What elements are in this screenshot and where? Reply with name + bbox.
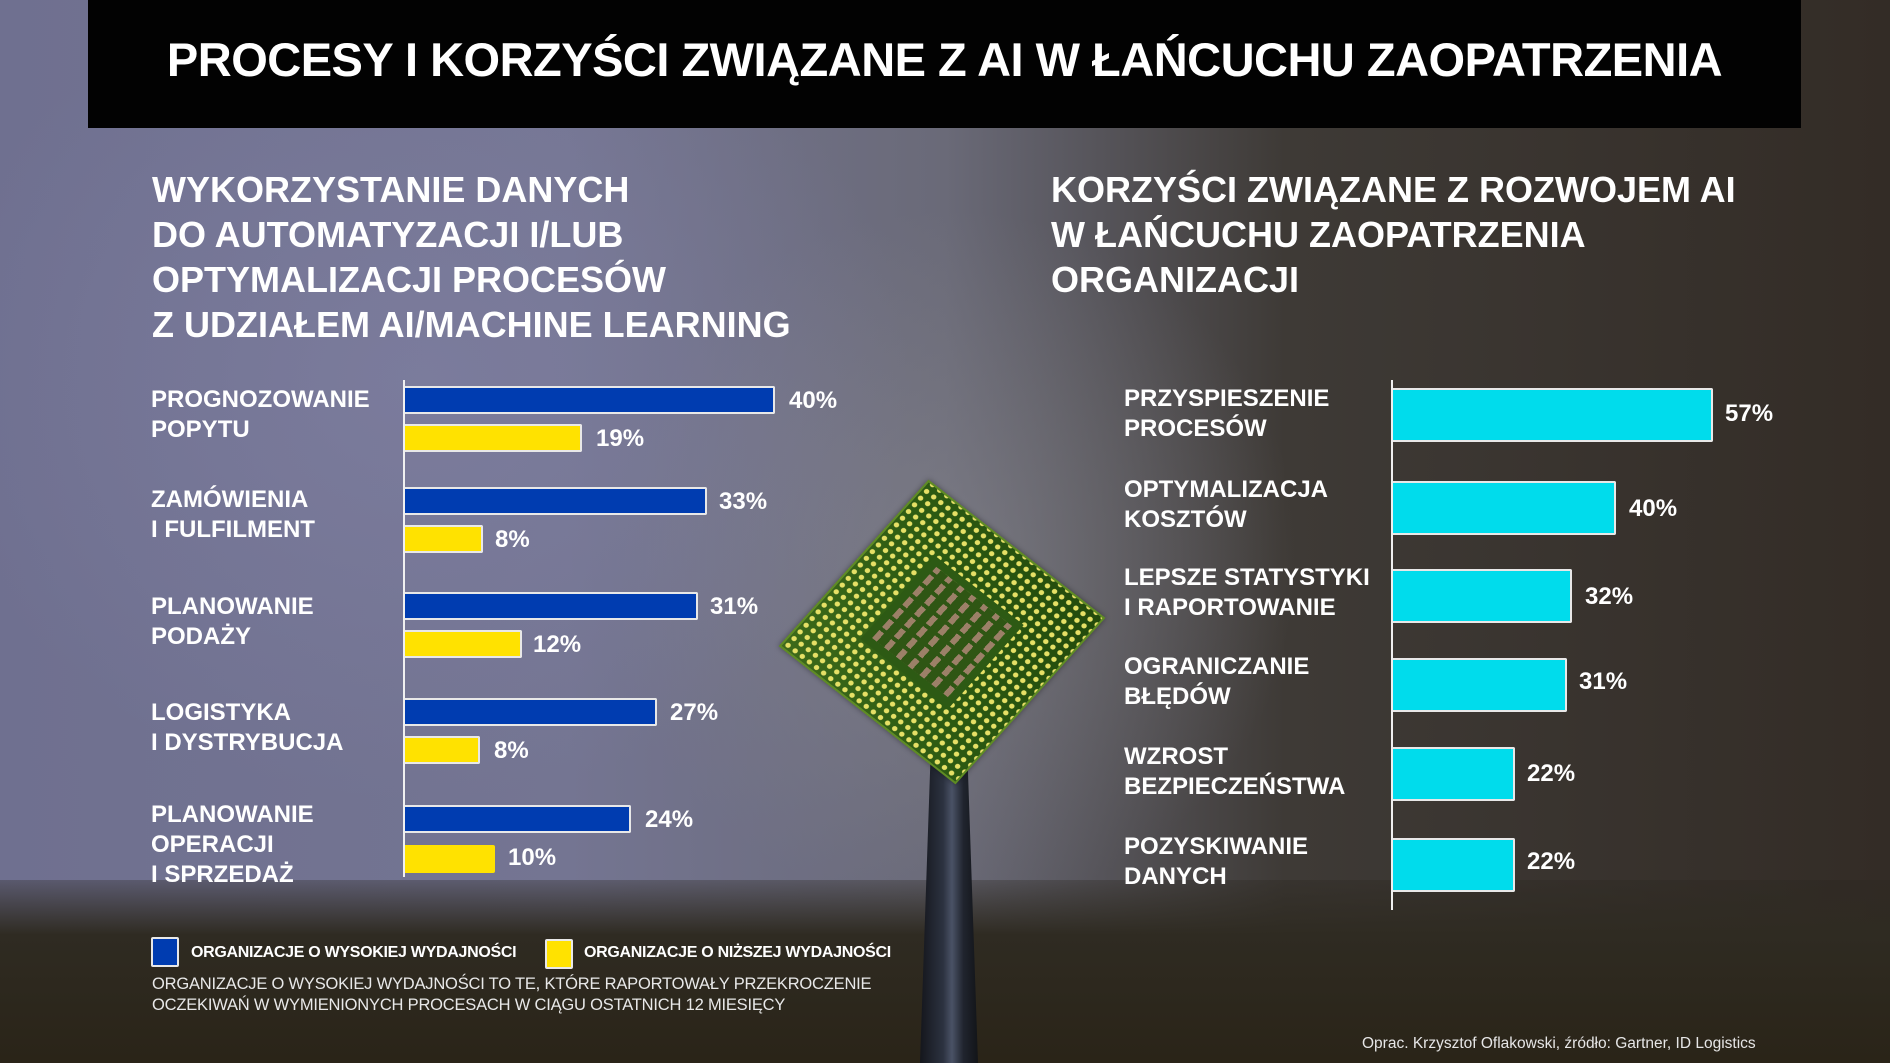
legend-swatch-low <box>545 939 573 969</box>
label-line: ZAMÓWIENIA <box>151 486 309 513</box>
value-label: 27% <box>670 699 719 726</box>
label-line: OPTYMALIZACJA <box>1124 476 1328 503</box>
right-category-label: WZROST BEZPIECZEŃSTWA <box>1124 742 1345 802</box>
header-banner: PROCESY I KORZYŚCI ZWIĄZANE Z AI W ŁAŃCU… <box>88 0 1801 128</box>
right-category-label: PRZYSPIESZENIE PROCESÓW <box>1124 384 1329 444</box>
label-line: PODAŻY <box>151 623 252 650</box>
footnote: ORGANIZACJE O WYSOKIEJ WYDAJNOŚCI TO TE,… <box>152 974 872 1016</box>
bar-low-prognozowanie <box>405 424 582 452</box>
value-label: 40% <box>789 387 838 414</box>
label-line: WZROST <box>1124 743 1228 770</box>
label-line: LOGISTYKA <box>151 699 292 726</box>
bar-low-planowanie-podazy <box>405 630 522 658</box>
label-line: PROCESÓW <box>1124 415 1267 442</box>
label-line: BEZPIECZEŃSTWA <box>1124 773 1346 800</box>
bar-high-zamowienia <box>405 487 707 515</box>
footnote-line: ORGANIZACJE O WYSOKIEJ WYDAJNOŚCI TO TE,… <box>152 975 872 993</box>
bar-pozyskiwanie <box>1393 838 1515 892</box>
value-label: 10% <box>508 844 557 871</box>
left-category-label: PROGNOZOWANIE POPYTU <box>151 385 370 445</box>
right-title-line: ORGANIZACJI <box>1051 259 1300 300</box>
label-line: PLANOWANIE <box>151 593 314 620</box>
label-line: I SPRZEDAŻ <box>151 861 294 888</box>
left-category-label: PLANOWANIE PODAŻY <box>151 592 314 652</box>
bar-bezpieczenstwo <box>1393 747 1515 801</box>
bar-bledy <box>1393 658 1567 712</box>
label-line: BŁĘDÓW <box>1124 683 1231 710</box>
left-title-line: OPTYMALIZACJI PROCESÓW <box>152 259 667 300</box>
label-line: I FULFILMENT <box>151 516 315 543</box>
footnote-line: OCZEKIWAŃ W WYMIENIONYCH PROCESACH W CIĄ… <box>152 996 786 1014</box>
right-chart-axis <box>1391 380 1393 910</box>
value-label: 8% <box>494 737 529 764</box>
right-category-label: POZYSKIWANIE DANYCH <box>1124 832 1308 892</box>
stick-illustration <box>920 760 978 1063</box>
value-label: 32% <box>1585 583 1634 610</box>
value-label: 8% <box>495 526 530 553</box>
value-label: 12% <box>533 631 582 658</box>
value-label: 33% <box>719 488 768 515</box>
label-line: KOSZTÓW <box>1124 506 1247 533</box>
value-label: 24% <box>645 806 694 833</box>
value-label: 57% <box>1725 400 1774 427</box>
left-title-line: WYKORZYSTANIE DANYCH <box>152 169 630 210</box>
bar-low-logistyka <box>405 736 480 764</box>
left-category-label: LOGISTYKA I DYSTRYBUCJA <box>151 698 343 758</box>
bar-high-planowanie-podazy <box>405 592 698 620</box>
label-line: PLANOWANIE <box>151 801 314 828</box>
label-line: PROGNOZOWANIE <box>151 386 370 413</box>
left-chart-title: WYKORZYSTANIE DANYCH DO AUTOMATYZACJI I/… <box>152 167 791 347</box>
label-line: DANYCH <box>1124 863 1227 890</box>
label-line: POZYSKIWANIE <box>1124 833 1309 860</box>
value-label: 22% <box>1527 760 1576 787</box>
legend-label-high: ORGANIZACJE O WYSOKIEJ WYDAJNOŚCI <box>191 944 517 961</box>
value-label: 19% <box>596 425 645 452</box>
source-credit: Oprac. Krzysztof Oflakowski, źródło: Gar… <box>1362 1035 1756 1052</box>
label-line: OGRANICZANIE <box>1124 653 1310 680</box>
left-category-label: ZAMÓWIENIA I FULFILMENT <box>151 485 315 545</box>
label-line: LEPSZE STATYSTYKI <box>1124 564 1370 591</box>
left-title-line: DO AUTOMATYZACJI I/LUB <box>152 214 624 255</box>
page-title: PROCESY I KORZYŚCI ZWIĄZANE Z AI W ŁAŃCU… <box>166 33 1723 86</box>
bar-optymalizacja <box>1393 481 1616 535</box>
right-category-label: OPTYMALIZACJA KOSZTÓW <box>1124 475 1328 535</box>
right-category-label: OGRANICZANIE BŁĘDÓW <box>1124 652 1309 712</box>
left-category-label: PLANOWANIE OPERACJI I SPRZEDAŻ <box>151 800 314 890</box>
legend-label-low: ORGANIZACJE O NIŻSZEJ WYDAJNOŚCI <box>584 944 891 961</box>
cpu-chip-icon <box>778 479 1106 785</box>
bar-high-logistyka <box>405 698 657 726</box>
value-label: 40% <box>1629 495 1678 522</box>
label-line: I DYSTRYBUCJA <box>151 729 344 756</box>
label-line: PRZYSPIESZENIE <box>1124 385 1330 412</box>
bar-high-planowanie-operacji <box>405 805 631 833</box>
value-label: 31% <box>710 593 759 620</box>
left-chart-axis <box>403 380 405 877</box>
left-title-line: Z UDZIAŁEM AI/MACHINE LEARNING <box>152 304 791 345</box>
bar-low-planowanie-operacji <box>405 845 495 873</box>
label-line: I RAPORTOWANIE <box>1124 594 1336 621</box>
bar-low-zamowienia <box>405 525 483 553</box>
right-category-label: LEPSZE STATYSTYKI I RAPORTOWANIE <box>1124 563 1370 623</box>
bar-high-prognozowanie <box>405 386 775 414</box>
bar-przyspieszenie <box>1393 388 1713 442</box>
value-label: 22% <box>1527 848 1576 875</box>
cpu-core <box>860 555 1024 709</box>
right-chart-title: KORZYŚCI ZWIĄZANE Z ROZWOJEM AI W ŁAŃCUC… <box>1051 167 1736 302</box>
label-line: OPERACJI <box>151 831 274 858</box>
right-title-line: KORZYŚCI ZWIĄZANE Z ROZWOJEM AI <box>1051 169 1736 210</box>
label-line: POPYTU <box>151 416 250 443</box>
bar-statystyki <box>1393 569 1572 623</box>
value-label: 31% <box>1579 668 1628 695</box>
legend-swatch-high <box>151 937 179 967</box>
right-title-line: W ŁAŃCUCHU ZAOPATRZENIA <box>1051 214 1586 255</box>
